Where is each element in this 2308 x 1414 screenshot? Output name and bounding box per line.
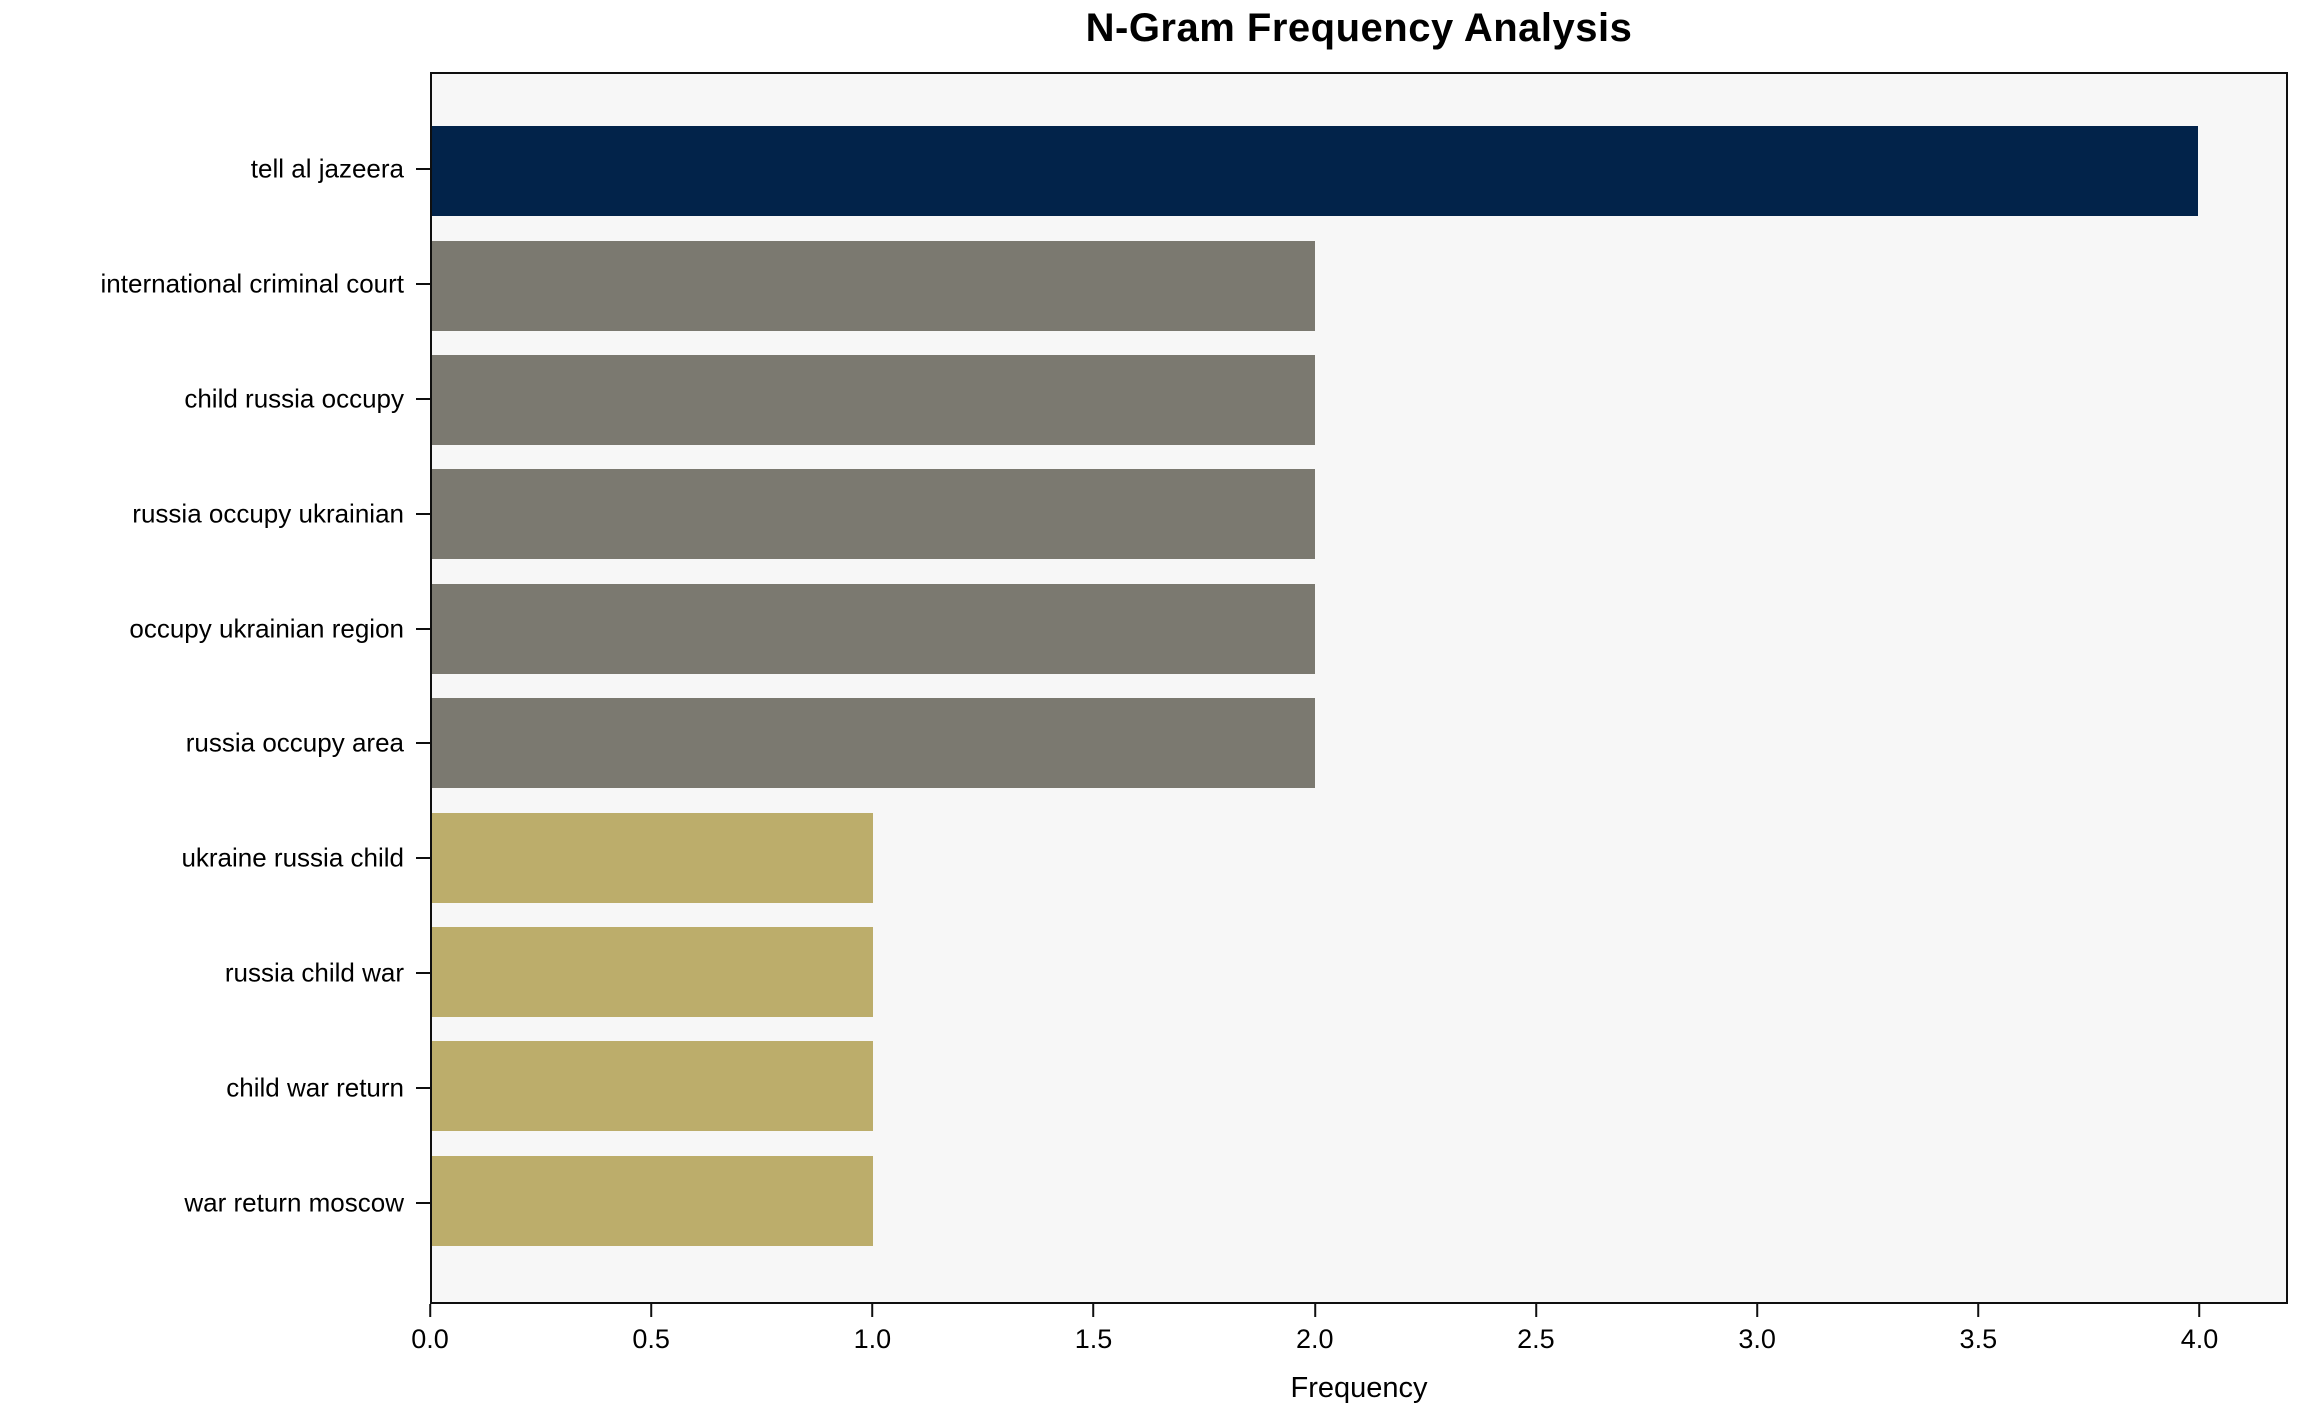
x-tick-label: 0.5 [632,1324,670,1354]
bar-row [432,915,2286,1029]
x-tick-mark [871,1304,874,1317]
plot-area [430,72,2288,1304]
bar [432,240,1315,331]
y-tick-mark [416,627,430,630]
bar-row [432,686,2286,800]
y-tick-mark [416,857,430,860]
x-tick-mark [428,1304,431,1317]
y-axis-tick-marks [416,72,430,1304]
bar [432,126,2198,217]
x-tick: 1.0 [853,1304,892,1355]
bar-row [432,457,2286,571]
y-tick-label: ukraine russia child [181,842,404,873]
y-tick-mark [416,398,430,400]
x-tick-mark [1977,1304,1980,1317]
x-tick-label: 1.5 [1074,1324,1113,1354]
x-tick-mark [1756,1304,1759,1317]
bar [432,355,1315,446]
x-tick-mark [650,1304,653,1317]
x-tick-mark [1313,1304,1316,1317]
bar-row [432,1144,2286,1258]
x-axis-label: Frequency [1290,1372,1428,1404]
y-tick-mark [416,1086,430,1089]
y-tick-mark [416,742,430,745]
bar-row [432,572,2286,686]
x-tick-label: 3.0 [1738,1324,1776,1354]
y-tick-label: international criminal court [100,268,404,299]
x-tick-label: 4.0 [2180,1324,2219,1354]
x-tick: 3.0 [1738,1304,1776,1355]
y-tick-label: russia occupy ukrainian [132,498,404,529]
x-tick-label: 3.5 [1959,1324,1998,1354]
bar-row [432,114,2286,228]
x-tick-label: 0.0 [411,1324,449,1354]
bar [432,1155,874,1246]
y-tick-label: occupy ukrainian region [129,613,404,644]
x-axis-ticks: 0.0 0.5 1.0 1.5 2.0 2.5 3.0 3.5 4.0 [411,1304,2288,1374]
bar-row [432,800,2286,914]
x-tick: 1.5 [1074,1304,1113,1355]
bar [432,469,1315,560]
x-tick-label: 1.0 [853,1324,892,1354]
x-tick-mark [2198,1304,2201,1317]
x-tick-mark [1092,1304,1095,1317]
y-tick-label: war return moscow [184,1187,404,1218]
y-tick-label: child war return [226,1072,404,1103]
x-tick: 2.5 [1517,1304,1555,1355]
x-tick-mark [1534,1304,1537,1317]
y-tick-mark [416,283,430,286]
bar-row [432,343,2286,457]
y-tick-label: tell al jazeera [250,153,404,184]
x-tick-label: 2.5 [1517,1324,1555,1354]
x-tick: 0.5 [632,1304,670,1355]
y-axis-labels: tell al jazeera international criminal co… [0,72,404,1304]
bar [432,698,1315,789]
chart-title: N-Gram Frequency Analysis [1085,6,1633,50]
y-tick-label: child russia occupy [184,383,404,414]
bar [432,583,1315,674]
bar [432,812,874,903]
y-tick-mark [416,168,430,171]
y-tick-mark [416,972,430,974]
bars-container [432,74,2286,1302]
y-tick-label: russia occupy area [185,727,404,758]
bar [432,927,874,1018]
y-tick-label: russia child war [224,957,404,988]
y-tick-mark [416,512,430,515]
x-tick: 2.0 [1296,1304,1334,1355]
x-tick: 0.0 [411,1304,449,1355]
bar-row [432,1029,2286,1143]
x-tick: 4.0 [2180,1304,2219,1355]
y-tick-mark [416,1201,430,1204]
bar [432,1041,874,1132]
x-tick-label: 2.0 [1295,1324,1334,1354]
x-tick: 3.5 [1959,1304,1998,1355]
bar-row [432,228,2286,342]
